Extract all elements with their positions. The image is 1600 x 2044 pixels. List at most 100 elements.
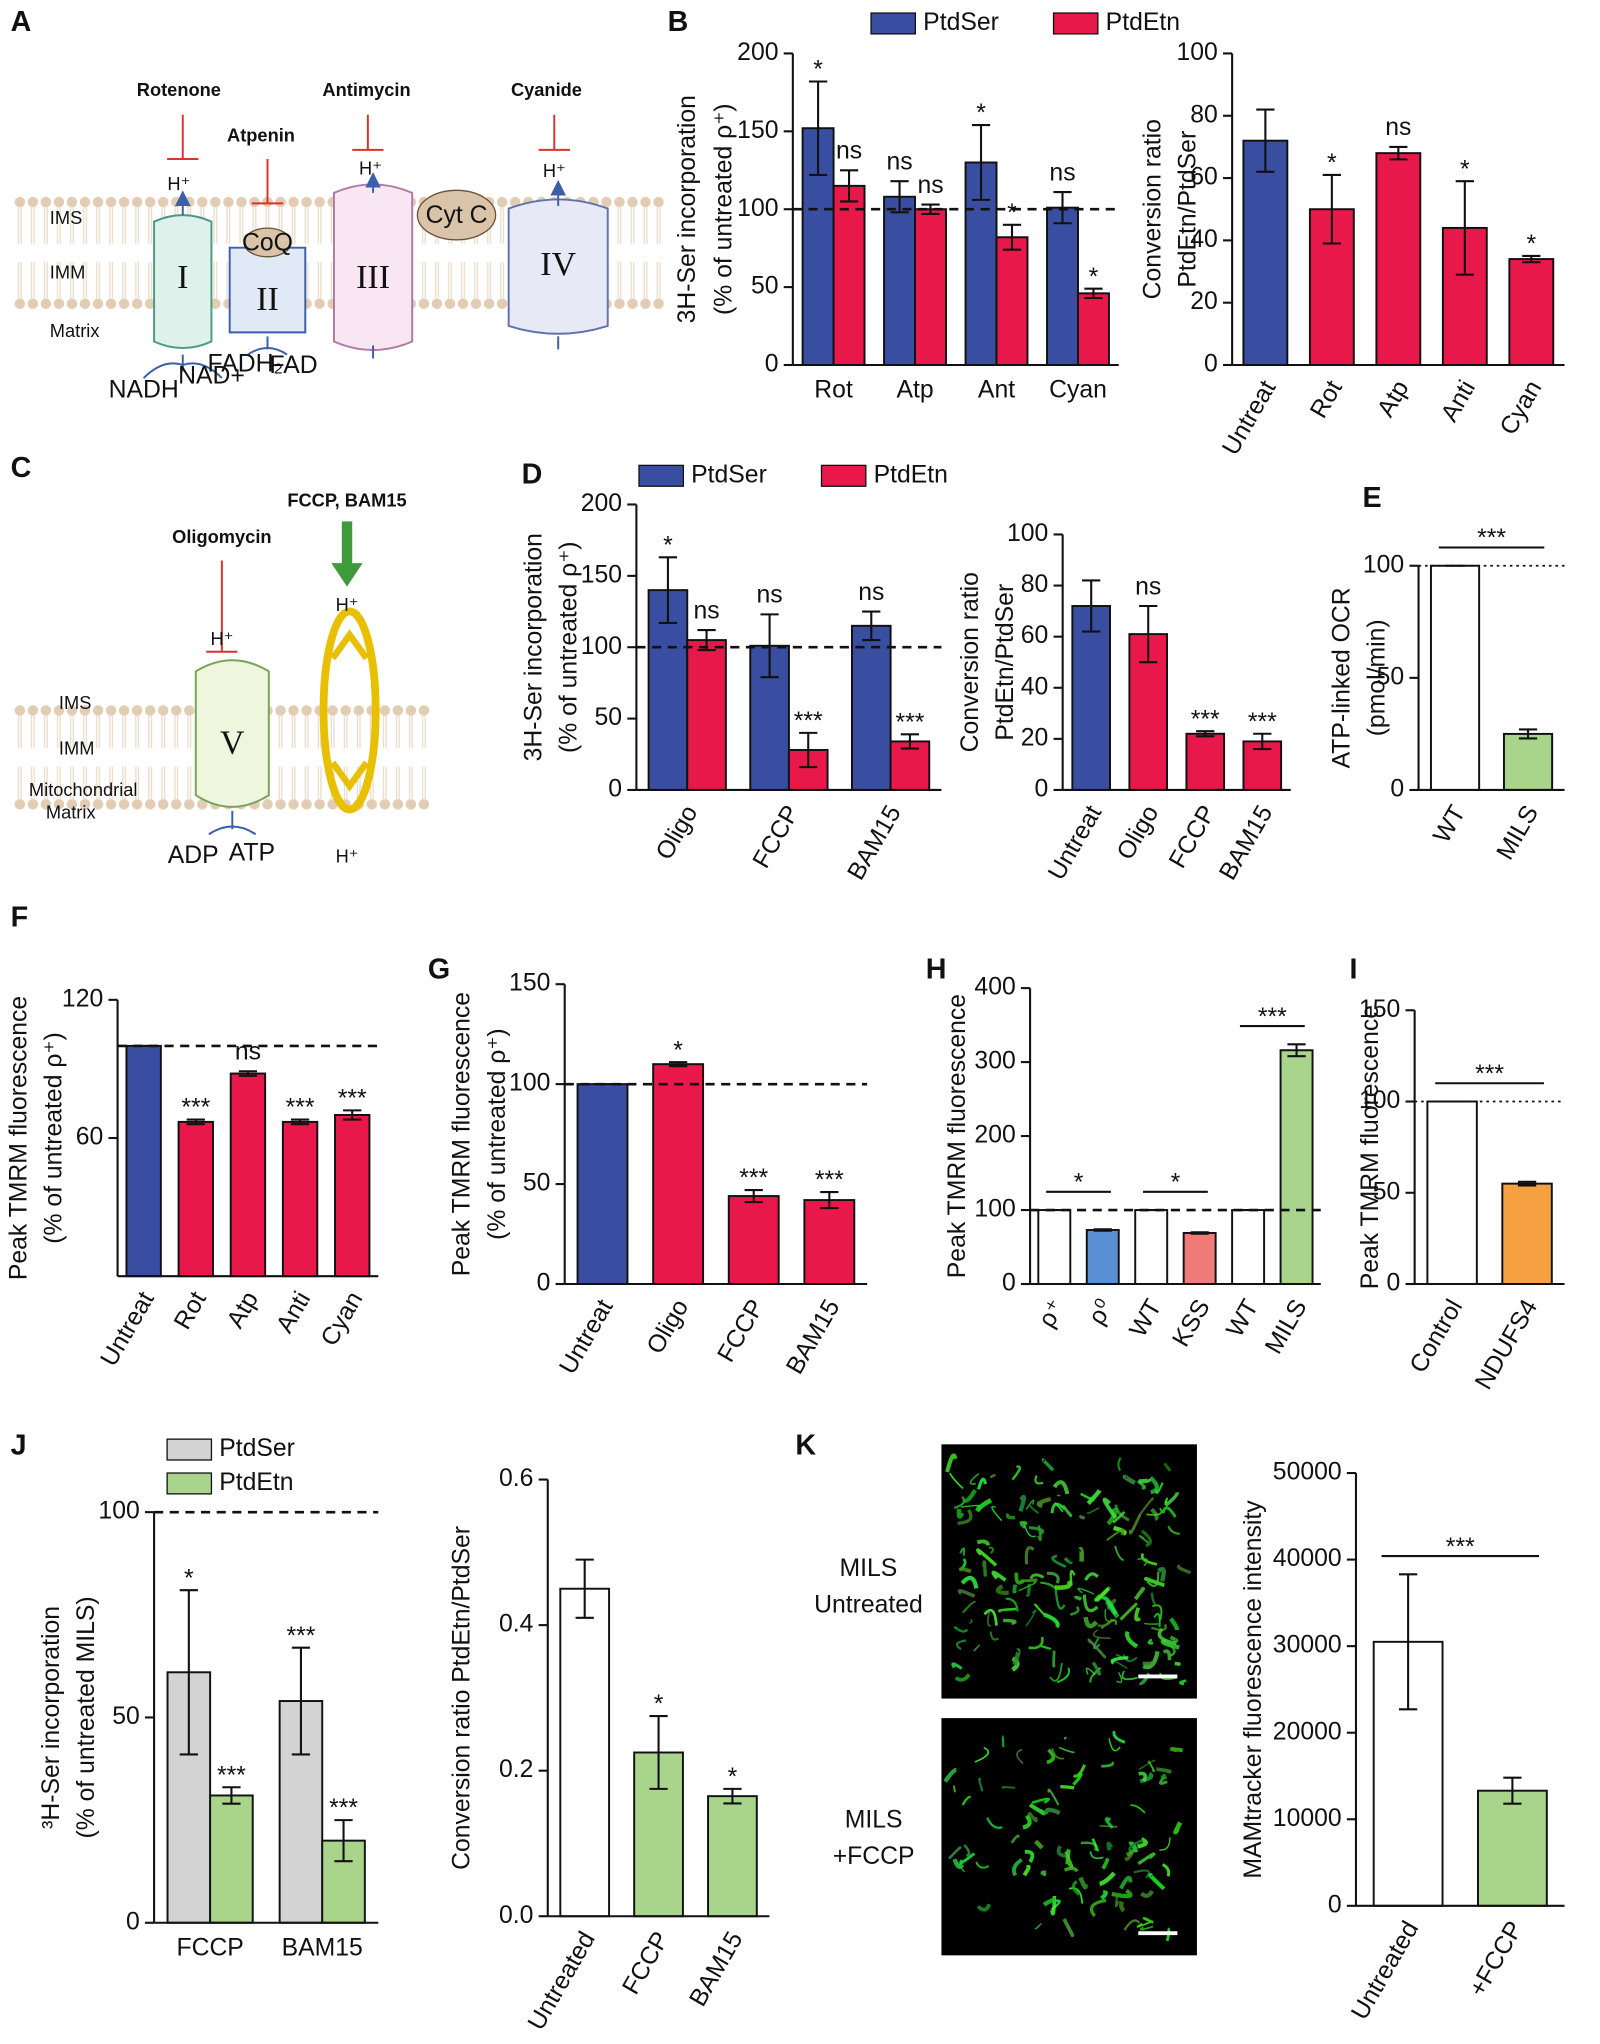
micrograph-texture [1134,1607,1142,1622]
error-bar [658,556,678,625]
micrograph-texture [1150,1507,1159,1521]
bar [576,1083,629,1285]
micrograph-texture [1049,1662,1063,1682]
y-axis-label: 3H-Ser incorporation [520,533,547,761]
micrograph-texture [1056,1845,1068,1858]
panel-letter: I [1349,954,1357,986]
y-tick-label: 200 [581,490,622,517]
significance-label: * [1074,1170,1084,1197]
micrograph-texture [943,1767,957,1783]
bar [707,1795,758,1918]
image-label: MILS [840,1555,898,1582]
legend-label: PtdEtn [874,461,948,488]
micrograph-texture [1154,1482,1164,1495]
x-tick-label: FCCP [618,1927,675,1999]
micrograph-texture [1078,1547,1084,1562]
micrograph-texture [974,1746,990,1763]
micrograph-texture [957,1508,973,1525]
micrograph-texture [1152,1604,1163,1621]
significance-label: *** [1248,709,1277,736]
y-tick-label: 0.4 [499,1611,534,1638]
micrograph-texture [1071,1880,1081,1896]
substrate-label: FADH₂ [208,351,284,378]
region-label: Matrix [50,320,100,341]
error-bar [921,203,940,215]
bar [1426,1100,1478,1285]
y-tick-label: 50 [1373,1178,1401,1205]
micrograph-texture [1140,1552,1158,1566]
micrograph-texture [1099,1871,1116,1886]
micrograph-texture [1003,1618,1017,1625]
x-tick-label: Untreated [1346,1917,1424,2025]
micrograph-texture [1111,1888,1133,1899]
error-bar [1256,108,1275,173]
y-tick-label: 0 [765,351,779,378]
region-label: IMS [50,207,82,228]
micrograph-texture [1150,1592,1157,1606]
error-bar [1322,173,1341,245]
micrograph-texture [1084,1572,1099,1581]
micrograph-texture [1133,1586,1145,1601]
micrograph-texture [1082,1594,1099,1613]
y-tick-label: 0.6 [499,1465,533,1492]
micrograph-texture [1147,1760,1155,1773]
bar [1182,1231,1217,1285]
micrograph-texture [1063,1557,1073,1565]
y-tick-label: 20000 [1273,1718,1342,1745]
error-bar [1253,732,1272,751]
micrograph-texture [1069,1569,1076,1586]
micrograph-texture [995,1584,1009,1595]
bar [832,184,866,366]
significance-label: * [813,57,823,84]
y-tick-label: 50 [751,273,779,300]
bar [1046,206,1079,366]
proton-label: H⁺ [543,160,566,181]
micrograph-texture [1164,1492,1179,1507]
complex-label: II [256,281,279,318]
micrograph-texture [1040,1870,1047,1877]
bar [1477,1789,1548,1907]
micrograph-texture [1133,1869,1150,1879]
error-bar [1503,1776,1522,1805]
x-tick-label: Ant [978,377,1015,404]
bar [1501,1182,1553,1285]
error-bar [839,169,859,203]
micrograph-texture [1116,1672,1123,1684]
x-tick-label: Atp [896,377,933,404]
micrograph-texture [1028,1803,1046,1816]
complex-label: V [220,724,245,761]
complex-label: IV [540,246,576,283]
micrograph-texture [1001,1735,1005,1747]
panel-letter: J [11,1430,27,1462]
micrograph-texture [1022,1864,1031,1877]
y-axis-label: (% of untreated ρ⁺) [484,1028,511,1240]
y-tick-label: 300 [974,1048,1015,1075]
y-axis-label: (% of untreated ρ⁺) [711,103,738,315]
micrograph-texture [1041,1458,1055,1472]
micrograph [941,1718,1197,1956]
significance-label: ns [836,138,862,165]
micrograph-texture [1104,1817,1114,1829]
micrograph-texture [1138,1534,1149,1544]
x-tick-label: Control [1405,1295,1468,1378]
micrograph-texture [1169,1635,1179,1643]
legend-swatch [166,1438,213,1461]
y-tick-label: 0 [1002,1270,1016,1297]
bar [652,1063,705,1285]
micrograph-texture [1031,1797,1050,1805]
micrograph-texture [1005,1512,1016,1520]
bar [1502,732,1554,791]
significance-label: ns [693,597,719,624]
micrograph-texture [1173,1821,1183,1835]
significance-label: *** [815,1167,844,1194]
error-bar [723,1787,742,1805]
micrograph-texture [1102,1497,1118,1519]
micrograph-texture [1119,1900,1126,1913]
proton-label: H⁺ [167,173,190,194]
micrograph-texture [1065,1848,1071,1865]
y-tick-label: 30000 [1273,1632,1342,1659]
micrograph-texture [1012,1648,1021,1666]
inhibitor-label: Atpenin [227,125,295,146]
micrograph-texture [956,1508,965,1519]
